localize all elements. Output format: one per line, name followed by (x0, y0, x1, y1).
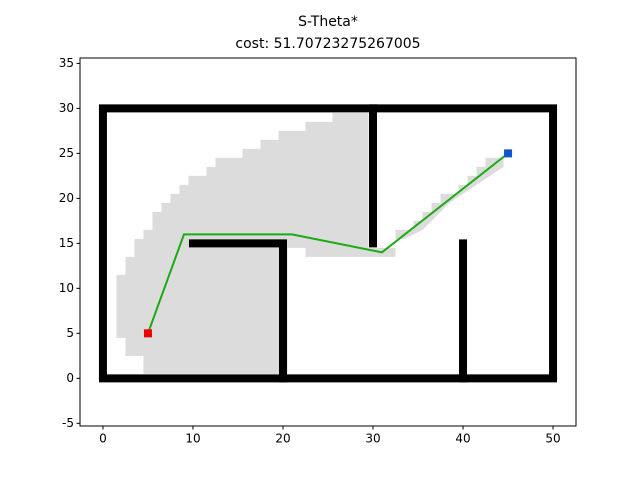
y-tick-label: 25 (59, 146, 74, 160)
x-tick-label: 40 (455, 432, 470, 446)
y-tick-label: 30 (59, 101, 74, 115)
y-tick-label: 10 (59, 281, 74, 295)
y-tick-label: -5 (62, 416, 74, 430)
y-tick-label: 35 (59, 56, 74, 70)
y-tick-label: 5 (66, 326, 74, 340)
goal-marker (504, 149, 513, 158)
y-tick-label: 20 (59, 191, 74, 205)
chart-title: S-Theta* (298, 14, 358, 30)
x-tick-label: 30 (365, 432, 380, 446)
y-tick-label: 15 (59, 236, 74, 250)
y-tick-label: 0 (66, 371, 74, 385)
x-tick-label: 0 (99, 432, 107, 446)
path-line (147, 152, 509, 334)
start-marker (143, 329, 152, 338)
obstacle (98, 104, 558, 383)
plot-frame (79, 57, 577, 427)
x-tick-label: 50 (545, 432, 560, 446)
x-tick-label: 10 (185, 432, 200, 446)
x-tick-label: 20 (275, 432, 290, 446)
obstacle (188, 239, 287, 383)
chart-subtitle: cost: 51.70723275267005 (235, 36, 420, 52)
